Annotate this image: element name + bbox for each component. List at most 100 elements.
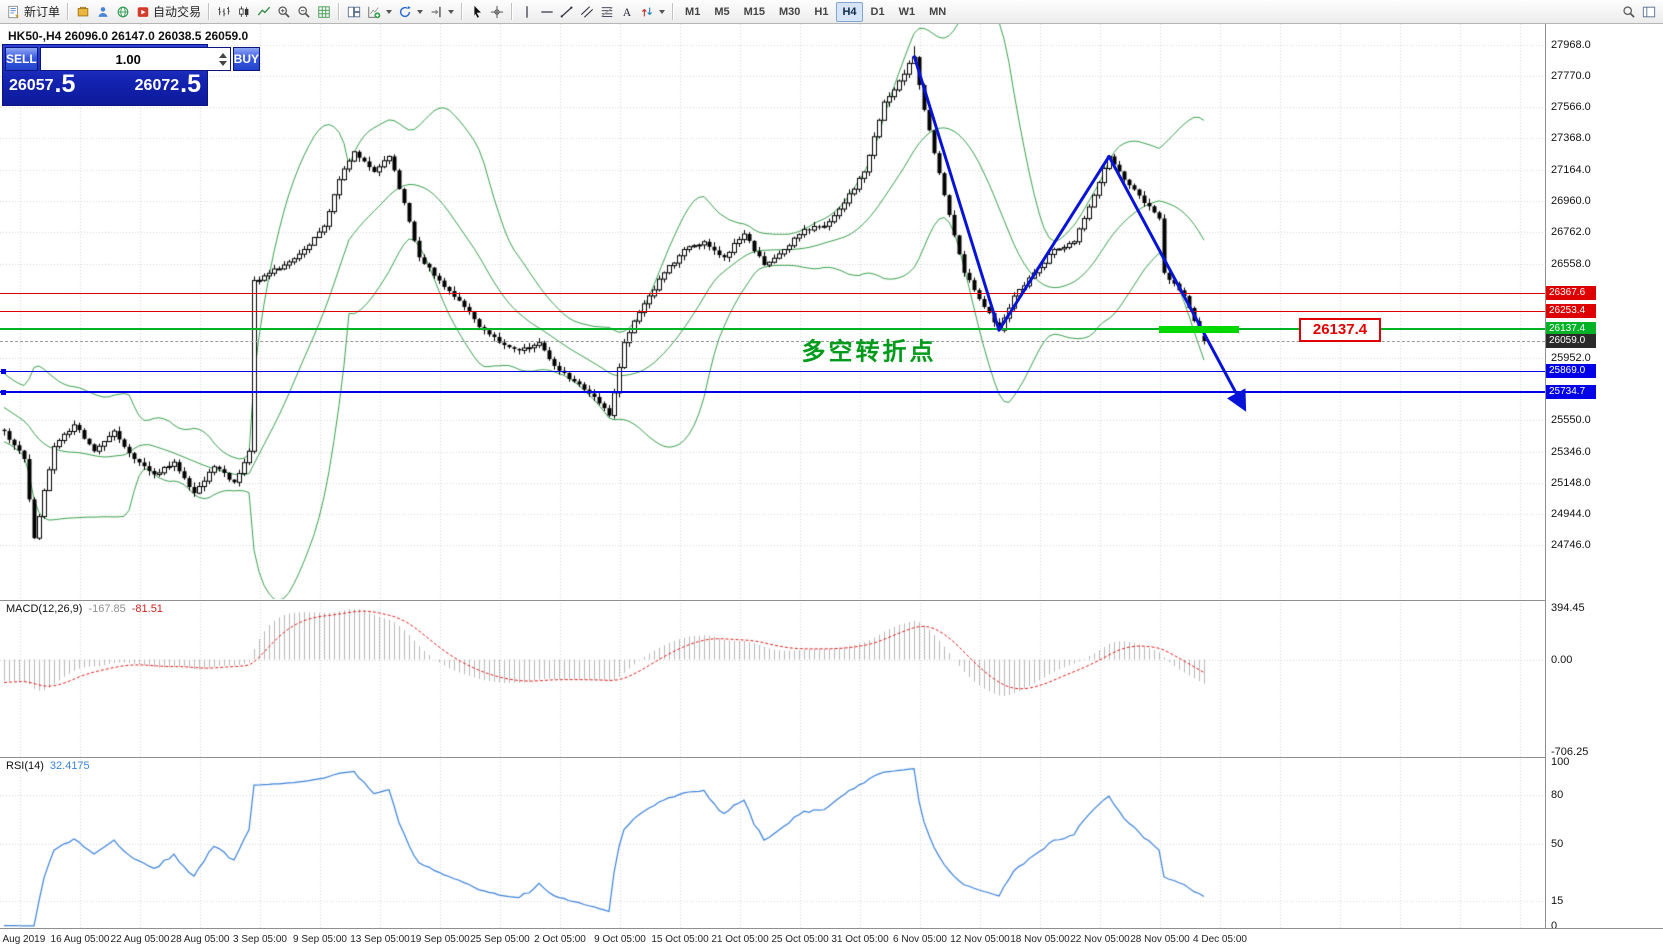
time-tick-label: 28 Aug 05:00 (170, 934, 230, 945)
new-chart-button[interactable] (364, 1, 395, 23)
time-tick-label: 18 Nov 05:00 (1010, 934, 1070, 945)
timeframe-m1-button[interactable]: M1 (685, 5, 701, 18)
time-tick-label: 15 Oct 05:00 (651, 934, 709, 945)
time-tick-label: 25 Sep 05:00 (470, 934, 530, 945)
auto-scroll-button[interactable] (395, 1, 426, 23)
zoom-out-button[interactable] (294, 1, 314, 23)
grid-button[interactable] (314, 1, 334, 23)
time-tick-label: 9 Oct 05:00 (594, 934, 646, 945)
volume-control (39, 47, 231, 71)
price-tick-label: 27770.0 (1551, 69, 1591, 82)
trendline-icon (560, 5, 574, 19)
chart-shift-icon (429, 5, 443, 19)
timeframe-h1-button[interactable]: H1 (814, 5, 829, 18)
cursor-button[interactable] (467, 1, 487, 23)
sell-button[interactable]: SELL (5, 47, 38, 71)
line-chart-button[interactable] (254, 1, 274, 23)
autotrade-button[interactable]: 自动交易 (133, 1, 204, 23)
resistance-1-price-box: 26367.6 (1546, 286, 1596, 300)
zoom-in-button[interactable] (274, 1, 294, 23)
price-tick-label: 24746.0 (1551, 539, 1591, 551)
profile-button[interactable] (93, 1, 113, 23)
bar-chart-button[interactable] (214, 1, 234, 23)
tile-windows-button[interactable] (344, 1, 364, 23)
new-order-icon (7, 5, 21, 19)
resistance-2-price-box: 26253.4 (1546, 304, 1596, 318)
arrows-button[interactable] (637, 1, 668, 23)
rsi-axis-label: 0 (1551, 920, 1558, 932)
macd-axis-label: 394.45 (1551, 602, 1585, 614)
rsi-axis-label: 15 (1551, 895, 1564, 908)
buy-price: 26072.5 (134, 70, 201, 98)
candles-icon (237, 5, 251, 19)
mql5-market-button[interactable] (73, 1, 93, 23)
price-tag-annotation[interactable]: 26137.4 (1299, 318, 1381, 343)
svg-text:A: A (623, 6, 632, 18)
timeframe-m30-button[interactable]: M30 (779, 5, 801, 18)
support-2-handle[interactable] (1, 390, 6, 395)
price-chart-canvas[interactable] (0, 24, 1545, 928)
data-window-button[interactable] (1639, 1, 1659, 23)
timeframe-m15-button[interactable]: M15 (743, 5, 765, 18)
timeframe-d1-button[interactable]: D1 (870, 5, 885, 18)
resistance-2-line[interactable] (0, 311, 1545, 312)
rsi-panel-separator[interactable] (0, 757, 1663, 758)
volume-input[interactable] (40, 50, 216, 68)
tile-icon (347, 5, 361, 19)
resistance-1-line[interactable] (0, 293, 1545, 294)
sell-price: 26057.5 (9, 70, 76, 98)
text-icon: A (620, 5, 634, 19)
time-tick-label: 21 Oct 05:00 (711, 934, 769, 945)
rsi-axis-label: 100 (1551, 756, 1570, 768)
support-1-price-box: 25869.0 (1546, 364, 1596, 378)
price-tick-label: 27164.0 (1551, 163, 1591, 176)
price-tick-label: 27968.0 (1551, 39, 1591, 51)
crosshair-icon (490, 5, 504, 19)
horizontal-line-button[interactable] (537, 1, 557, 23)
timeframe-mn-button[interactable]: MN (929, 5, 947, 18)
time-tick-label: 2 Aug 2019 (0, 934, 46, 945)
turning-point-annotation[interactable]: 多空转折点 (801, 338, 937, 366)
support-1-line[interactable] (0, 371, 1545, 372)
price-tick-label: 24944.0 (1551, 508, 1591, 521)
pivot-green-line[interactable] (0, 328, 1545, 330)
chart-shift-button[interactable] (426, 1, 457, 23)
main-toolbar: 新订单 自动交易 A M1 M5 M15 M30 H1 H4 D1 W1 MN (0, 0, 1663, 24)
volume-increase-icon[interactable] (218, 52, 227, 58)
time-tick-label: 3 Sep 05:00 (233, 934, 287, 945)
price-tick-label: 26960.0 (1551, 195, 1591, 208)
price-tick-label: 25148.0 (1551, 476, 1591, 489)
channel-button[interactable] (577, 1, 597, 23)
price-tick-label: 27368.0 (1551, 132, 1591, 145)
macd-panel-separator[interactable] (0, 600, 1663, 601)
support-highlight-segment[interactable] (1159, 326, 1239, 334)
crosshair-button[interactable] (487, 1, 507, 23)
chart-window: HK50-,H4 26096.0 26147.0 26038.5 26059.0… (0, 24, 1663, 951)
vline-icon (520, 5, 534, 19)
vertical-line-button[interactable] (517, 1, 537, 23)
search-button[interactable] (1619, 1, 1639, 23)
timeframe-w1-button[interactable]: W1 (898, 5, 916, 18)
macd-axis-label: 0.00 (1551, 653, 1573, 666)
support-1-handle[interactable] (1, 369, 6, 374)
new-order-button[interactable]: 新订单 (4, 1, 63, 23)
trendline-button[interactable] (557, 1, 577, 23)
buy-button[interactable]: BUY (232, 47, 261, 71)
price-axis[interactable]: 27968.0 27770.0 27566.0 27368.0 27164.0 26960… (1545, 24, 1663, 951)
globe-icon (116, 5, 130, 19)
volume-decrease-icon[interactable] (218, 60, 227, 66)
text-button[interactable]: A (617, 1, 637, 23)
price-tick-label: 25346.0 (1551, 445, 1591, 458)
hline-icon (540, 5, 554, 19)
current-price-line[interactable] (0, 341, 1545, 342)
support-2-line[interactable] (0, 391, 1545, 393)
fibonacci-button[interactable] (597, 1, 617, 23)
timeframe-m5-button[interactable]: M5 (714, 5, 730, 18)
community-button[interactable] (113, 1, 133, 23)
dropdown-caret-icon (386, 9, 393, 14)
zoom-out-icon (297, 5, 311, 19)
timeframe-h4-button[interactable]: H4 (836, 1, 863, 22)
candlestick-chart-button[interactable] (234, 1, 254, 23)
